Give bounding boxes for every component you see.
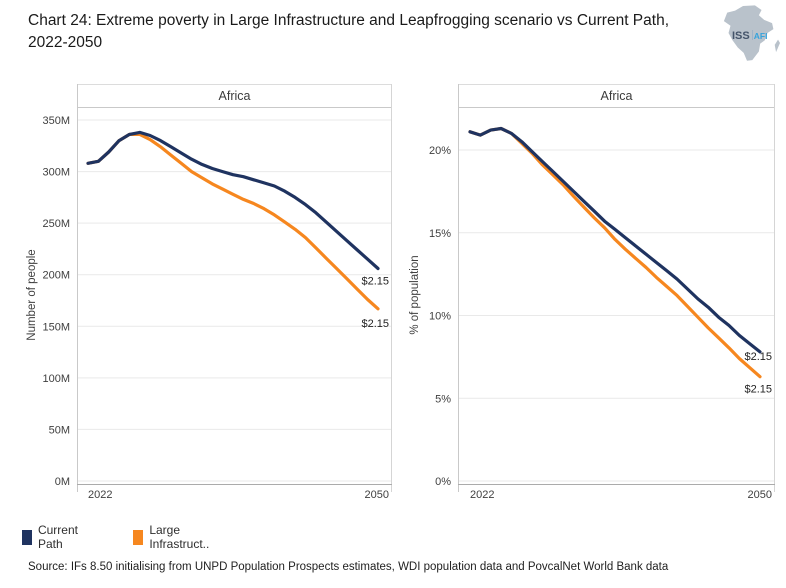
legend-label: Large Infrastruct.. xyxy=(149,523,210,551)
y-tick-label: 300M xyxy=(42,167,70,179)
y-tick-label: 50M xyxy=(49,424,70,436)
current-path-swatch xyxy=(22,529,32,545)
series-line-1 xyxy=(86,132,380,311)
iss-text: ISS xyxy=(732,30,750,42)
series-line-1 xyxy=(468,126,762,379)
x-tick-label: 2022 xyxy=(88,489,112,501)
y-tick-label: 350M xyxy=(42,115,70,127)
page-title: Chart 24: Extreme poverty in Large Infra… xyxy=(28,12,670,51)
threshold-annotation: $2.15 xyxy=(361,276,389,288)
poverty-count-chart: 0M 50M 100M 150M 200M 250M 300M 350M $2.15 $2.15 2… xyxy=(42,84,392,501)
series-line-0 xyxy=(468,126,762,354)
legend-label: Current Path xyxy=(37,523,78,551)
y-tick-label: 0% xyxy=(435,476,451,488)
large-infrastructure-swatch xyxy=(133,529,144,545)
poverty-rate-chart: 0% 5% 10% 15% 20% $2.15 $2.15 2022 2050 xyxy=(429,84,775,501)
africa-silhouette-icon xyxy=(723,5,780,61)
afi-text: AFI xyxy=(753,31,768,41)
x-tick-label: 2050 xyxy=(365,489,389,501)
panel-header-left: Africa xyxy=(218,89,251,103)
y-tick-label: 200M xyxy=(42,270,70,282)
logo-divider xyxy=(751,30,753,40)
y-tick-label: 10% xyxy=(429,311,451,323)
y-tick-label: 250M xyxy=(42,218,70,230)
y-tick-label: 0M xyxy=(55,476,70,488)
iss-afi-logo: ISS AFI xyxy=(714,4,780,70)
y-tick-label: 15% xyxy=(429,228,451,240)
series-line-0 xyxy=(86,130,380,271)
x-tick-label: 2022 xyxy=(470,489,494,501)
y-tick-label: 5% xyxy=(435,393,451,405)
iss-afi-wordmark: ISS AFI xyxy=(732,30,767,42)
x-tick-label: 2050 xyxy=(748,489,772,501)
threshold-annotation: $2.15 xyxy=(744,384,772,396)
y-tick-label: 100M xyxy=(42,373,70,385)
y-tick-label: 150M xyxy=(42,321,70,333)
threshold-annotation: $2.15 xyxy=(361,318,389,330)
source-note: Source: IFs 8.50 initialising from UNPD … xyxy=(28,561,669,573)
threshold-annotation: $2.15 xyxy=(744,351,772,363)
panel-header-right: Africa xyxy=(600,89,633,103)
legend-item-current-path: Current Path xyxy=(22,523,83,551)
legend-item-large-infrastructure: Large Infrastruct.. xyxy=(133,523,214,551)
y-tick-label: 20% xyxy=(429,145,451,157)
